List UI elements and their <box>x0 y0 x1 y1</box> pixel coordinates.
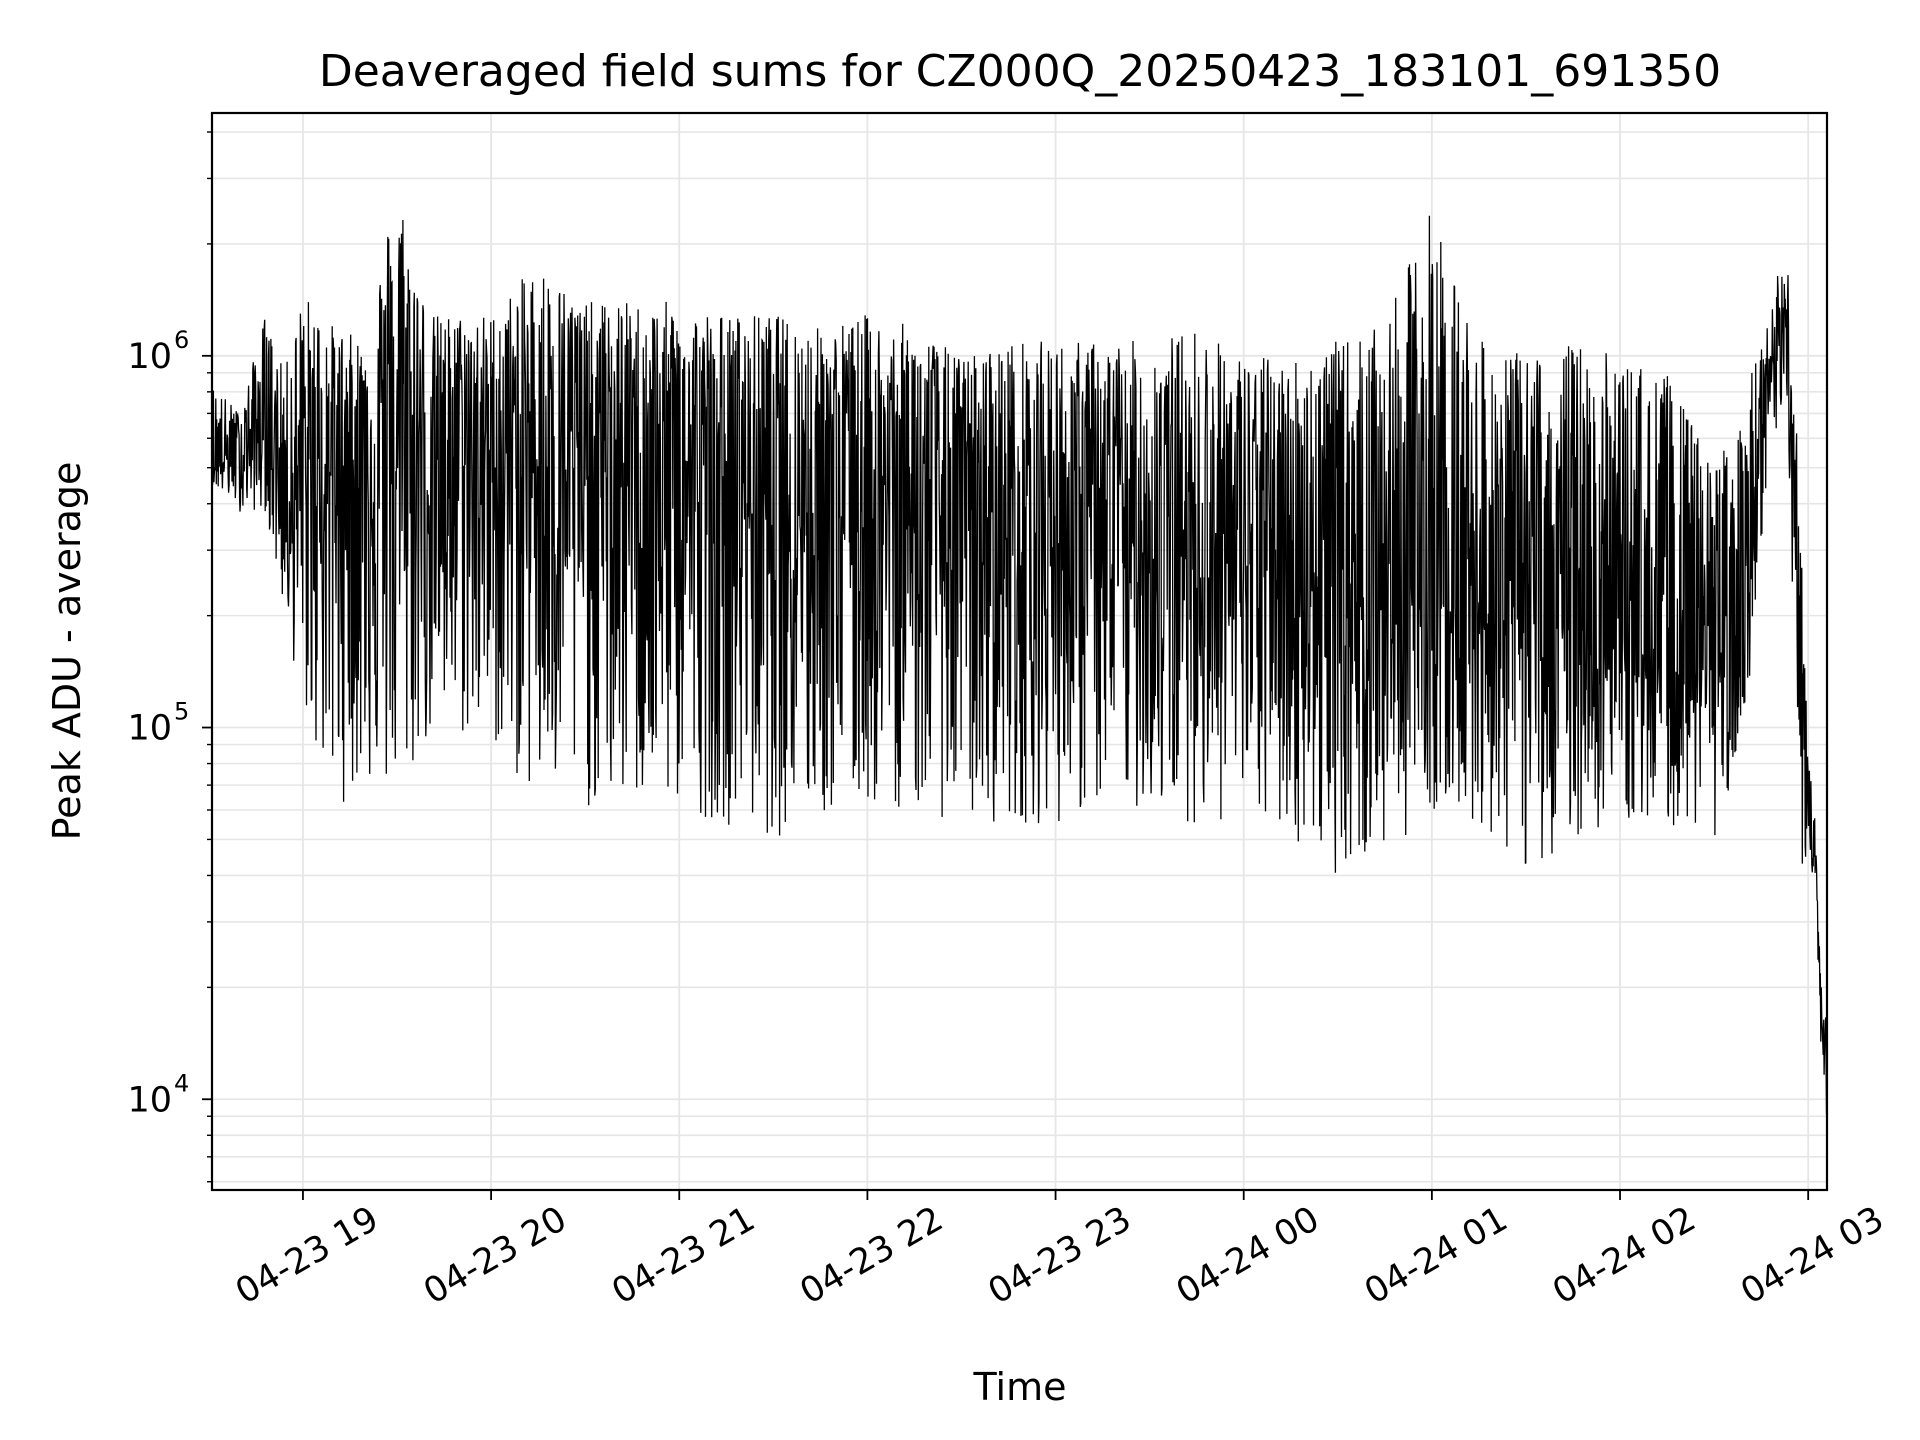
y-tick-label: 10 <box>127 1080 172 1120</box>
plot-frame <box>210 111 1829 1192</box>
chart-title: Deaveraged field sums for CZ000Q_2025042… <box>319 46 1721 97</box>
y-tick-exponent: 5 <box>174 698 189 726</box>
series-line <box>211 215 1828 1115</box>
grid <box>212 113 1827 1190</box>
x-axis-label: Time <box>973 1365 1067 1409</box>
y-tick-label: 10 <box>127 709 172 749</box>
y-tick-label: 10 <box>127 337 172 377</box>
y-tick-exponent: 4 <box>174 1069 189 1097</box>
y-axis-label: Peak ADU - average <box>45 462 89 841</box>
y-tick-exponent: 6 <box>174 326 189 354</box>
